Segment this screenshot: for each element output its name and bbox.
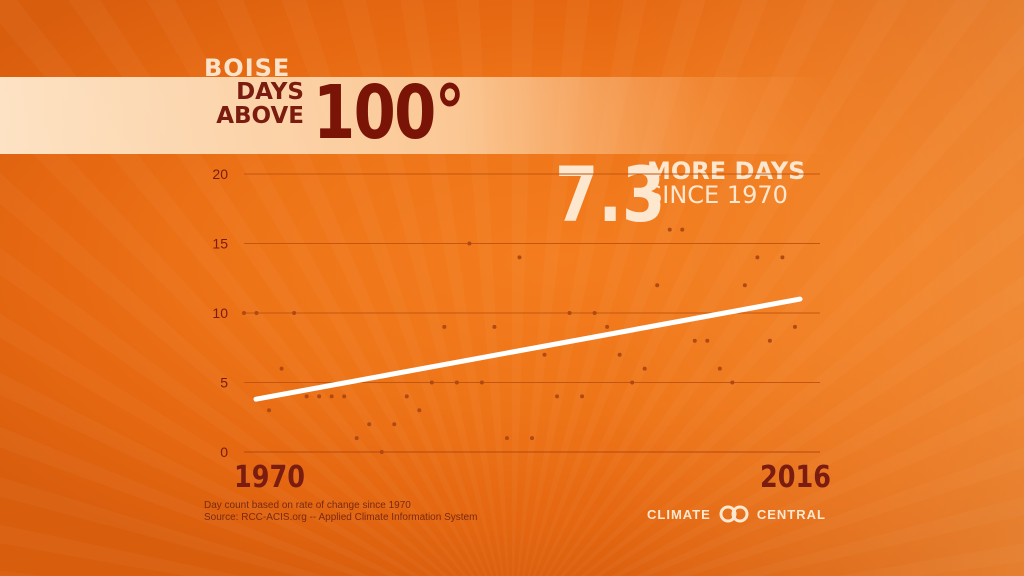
data-point <box>605 324 610 329</box>
data-point <box>404 394 409 399</box>
y-tick-labels: 0 5 10 15 20 <box>212 166 228 460</box>
climate-central-logo: CLIMATE CENTRAL <box>647 505 826 523</box>
data-point <box>655 283 660 288</box>
x-axis-start-label: 1970 <box>234 460 305 495</box>
logo-text-right: CENTRAL <box>756 506 826 522</box>
change-number: 7.3 <box>555 150 666 239</box>
data-point <box>442 324 447 329</box>
source-note: Source: RCC-ACIS.org -- Applied Climate … <box>204 512 478 523</box>
method-note: Day count based on rate of change since … <box>204 500 411 511</box>
data-point <box>705 338 710 343</box>
change-label-line1: MORE DAYS <box>647 157 806 185</box>
logo-rings-icon <box>719 505 749 523</box>
data-point <box>730 380 735 385</box>
data-point <box>680 227 685 232</box>
data-points <box>242 227 797 454</box>
y-tick-label: 5 <box>220 375 228 391</box>
y-tick-label: 15 <box>212 236 228 252</box>
data-point <box>367 422 372 427</box>
data-point <box>755 255 760 260</box>
data-point <box>342 394 347 399</box>
data-point <box>767 338 772 343</box>
data-point <box>317 394 322 399</box>
data-point <box>279 366 284 371</box>
data-point <box>504 436 509 441</box>
data-point <box>592 311 597 315</box>
threshold-value: 100° <box>313 70 465 156</box>
data-point <box>555 394 560 399</box>
data-point <box>292 311 297 315</box>
y-tick-label: 10 <box>212 305 228 321</box>
data-point <box>329 394 334 399</box>
y-tick-label: 20 <box>212 166 228 182</box>
data-point <box>617 352 622 357</box>
logo-text-left: CLIMATE <box>647 506 711 522</box>
change-label-line2: SINCE 1970 <box>647 181 788 209</box>
data-point <box>467 241 472 246</box>
data-point <box>254 311 259 315</box>
data-point <box>304 394 309 399</box>
data-point <box>742 283 747 288</box>
data-point <box>630 380 635 385</box>
data-point <box>717 366 722 371</box>
data-point <box>479 380 484 385</box>
data-point <box>392 422 397 427</box>
data-point <box>242 311 246 315</box>
data-point <box>580 394 585 399</box>
trend-line <box>253 296 803 402</box>
data-point <box>354 436 359 441</box>
city-name: BOISE <box>204 54 291 82</box>
trend-line-group <box>253 296 803 402</box>
x-axis-end-label: 2016 <box>760 460 831 495</box>
data-point <box>542 352 547 357</box>
title-banner <box>0 77 830 154</box>
metric-label: DAYS ABOVE <box>216 79 304 129</box>
data-point <box>517 255 522 260</box>
data-point <box>567 311 572 315</box>
data-point <box>530 436 534 441</box>
data-point <box>642 366 647 371</box>
data-point <box>429 380 434 385</box>
data-point <box>792 324 797 329</box>
data-point <box>692 338 697 343</box>
data-point <box>417 408 422 413</box>
data-point <box>492 324 497 329</box>
data-point <box>667 227 672 232</box>
y-tick-label: 0 <box>220 444 228 460</box>
data-point <box>454 380 459 385</box>
data-point <box>379 450 384 454</box>
data-point <box>267 408 272 413</box>
data-point <box>780 255 785 260</box>
